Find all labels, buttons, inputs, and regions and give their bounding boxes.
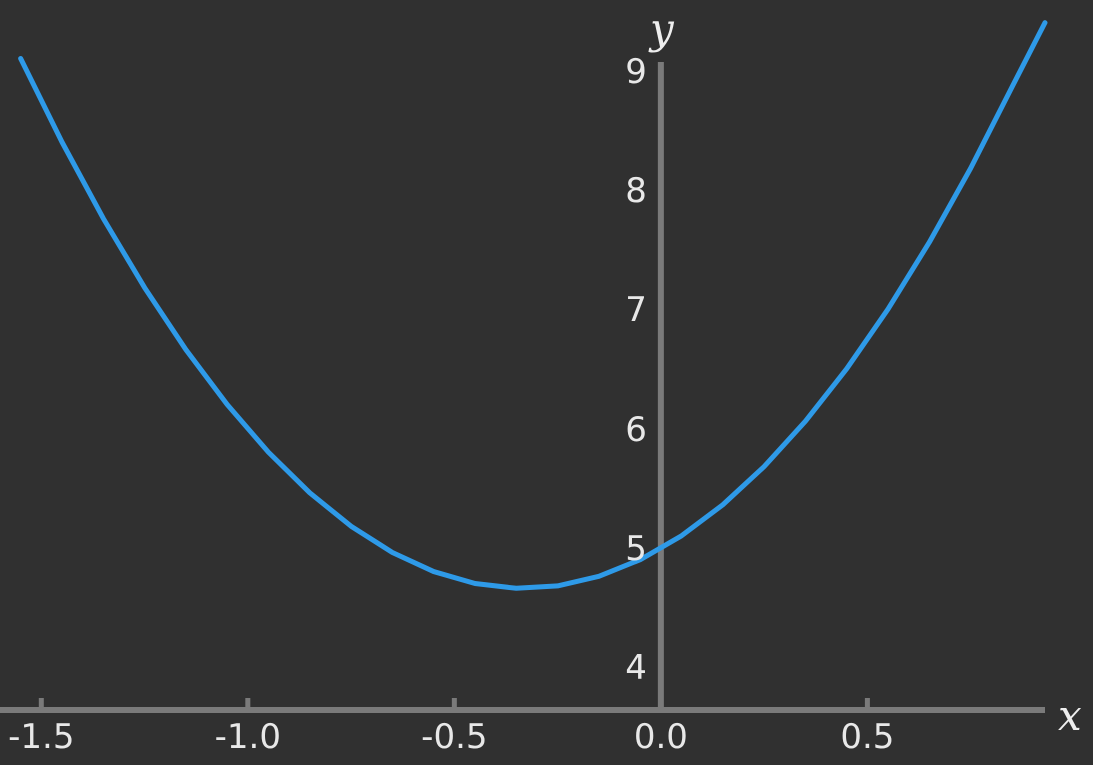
x-tick-label: 0.0 [633,717,688,757]
y-tick-label: 8 [625,170,647,211]
x-tick-label: -0.5 [421,717,488,757]
y-tick-label: 6 [625,409,647,450]
y-tick-label: 5 [625,528,647,569]
data-line-series [18,20,1048,591]
y-axis-label: y [650,4,674,53]
x-tick-label: -1.5 [8,717,75,757]
y-tick-label: 7 [625,290,647,331]
x-tick-marks [38,698,870,710]
x-tick-label: -1.0 [214,717,281,757]
y-tick-label: 4 [625,648,647,689]
x-axis-label: x [1058,691,1082,740]
x-tick-label: 0.5 [840,717,895,757]
y-tick-label: 9 [625,51,647,92]
